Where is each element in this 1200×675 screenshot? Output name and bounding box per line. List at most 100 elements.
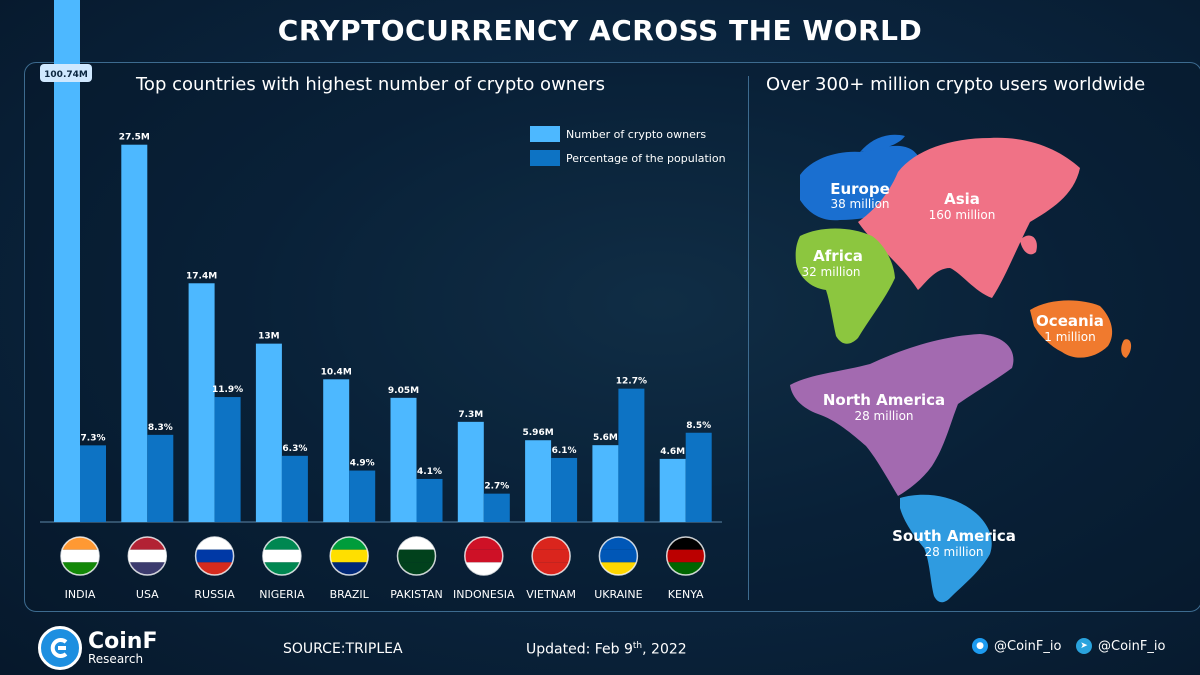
bar-owners-usa (121, 144, 148, 522)
data-label-owners-usa: 27.5M (119, 133, 150, 143)
map-oceania (1030, 300, 1132, 358)
tick-label-indonesia: INDONESIA (453, 588, 515, 601)
region-value-asia: 160 million (929, 208, 996, 222)
bar-percentage-nigeria (281, 455, 308, 522)
tick-label-nigeria: NIGERIA (259, 588, 305, 601)
tick-label-russia: RUSSIA (194, 588, 235, 601)
bar-percentage-russia (214, 397, 241, 522)
map-south-america (900, 494, 992, 603)
data-label-owners-brazil: 10.4M (321, 367, 352, 377)
data-label-percentage-brazil: 4.9% (350, 459, 375, 469)
data-label-percentage-indonesia: 2.7% (484, 482, 509, 492)
tick-label-kenya: KENYA (668, 588, 704, 601)
flag-ring-brazil (329, 536, 369, 576)
bar-percentage-vietnam (551, 457, 578, 522)
tick-label-pakistan: PAKISTAN (390, 588, 443, 601)
logo-subtitle: Research (88, 652, 144, 666)
region-value-europe: 38 million (830, 197, 889, 211)
bar-owners-india (54, 0, 80, 522)
updated-date: Updated: Feb 9th, 2022 (526, 641, 687, 658)
data-label-percentage-russia: 11.9% (212, 385, 243, 395)
twitter-icon: ● (972, 638, 988, 654)
flag-ring-india (60, 536, 100, 576)
flag-ring-russia (194, 536, 235, 576)
bar-owners-kenya (659, 458, 686, 522)
legend-item-owners: Number of crypto owners (530, 122, 726, 146)
flag-ring-nigeria (262, 536, 302, 576)
tick-label-usa: USA (136, 588, 159, 601)
legend-label-owners: Number of crypto owners (566, 127, 707, 141)
bar-percentage-pakistan (416, 478, 443, 522)
region-label-asia: Asia (944, 190, 980, 208)
flag-ring-pakistan (396, 536, 437, 576)
telegram-handle[interactable]: ➤ @CoinF_io (1076, 638, 1165, 654)
legend-label-percentage: Percentage of the population (566, 151, 726, 165)
map-north-america (790, 334, 1014, 496)
data-label-owners-ukraine: 5.6M (593, 433, 618, 443)
map-africa (795, 228, 895, 344)
flag-ring-usa (127, 536, 168, 576)
legend-item-percentage: Percentage of the population (530, 146, 726, 170)
page-title: CRYPTOCURRENCY ACROSS THE WORLD (277, 14, 923, 47)
tick-label-brazil: BRAZIL (330, 588, 370, 601)
coinf-logo-icon (38, 626, 82, 670)
data-label-owners-vietnam: 5.96M (523, 428, 554, 438)
region-label-europe: Europe (830, 180, 890, 198)
region-label-north-america: North America (823, 391, 945, 409)
twitter-handle-text: @CoinF_io (994, 638, 1062, 654)
bar-percentage-india (80, 445, 106, 522)
data-label-percentage-pakistan: 4.1% (417, 467, 442, 477)
data-label-owners-indonesia: 7.3M (458, 410, 483, 420)
bar-percentage-brazil (349, 470, 376, 522)
region-value-north-america: 28 million (854, 409, 913, 423)
bar-owners-ukraine (592, 445, 619, 522)
bar-owners-pakistan (390, 397, 417, 522)
data-label-percentage-usa: 8.3% (148, 423, 173, 433)
legend-swatch-percentage (530, 150, 560, 166)
region-label-oceania: Oceania (1036, 312, 1104, 330)
region-label-south-america: South America (892, 527, 1016, 545)
logo-name: CoinF (88, 629, 158, 654)
data-label-owners-kenya: 4.6M (660, 447, 685, 457)
data-label-percentage-india: 7.3% (81, 433, 106, 443)
map-subtitle: Over 300+ million crypto users worldwide (766, 74, 1146, 95)
flag-ring-indonesia (464, 536, 504, 576)
source-text: SOURCE:TRIPLEA (283, 641, 403, 657)
bar-owners-russia (188, 283, 215, 522)
coinf-logo: CoinF Research (38, 626, 158, 670)
tick-label-ukraine: UKRAINE (594, 588, 642, 601)
legend-swatch-owners (530, 126, 560, 142)
bar-owners-brazil (323, 379, 350, 522)
bar-percentage-ukraine (618, 388, 645, 522)
region-label-africa: Africa (813, 247, 863, 265)
data-label-percentage-vietnam: 6.1% (552, 446, 577, 456)
bar-owners-nigeria (255, 343, 282, 522)
data-label-percentage-nigeria: 6.3% (282, 444, 307, 454)
data-label-percentage-kenya: 8.5% (686, 421, 711, 431)
data-label-owners-russia: 17.4M (186, 271, 217, 281)
panel-divider (748, 76, 749, 600)
data-label-owners-india: 100.74M (44, 70, 88, 80)
bar-percentage-kenya (685, 432, 712, 522)
bar-percentage-indonesia (483, 493, 510, 522)
flag-ring-kenya (665, 536, 706, 576)
data-label-percentage-ukraine: 12.7% (616, 377, 647, 387)
map-asia (858, 137, 1080, 298)
flag-ring-vietnam (531, 536, 571, 576)
region-value-oceania: 1 million (1044, 330, 1095, 344)
telegram-icon: ➤ (1076, 638, 1092, 654)
data-label-bg-india (40, 64, 92, 82)
bar-chart: 100.74M 7.3% INDIA 27.5M 8.3% USA 17.4M 11.9% RU… (40, 0, 722, 601)
twitter-handle[interactable]: ● @CoinF_io (972, 638, 1061, 654)
data-label-owners-nigeria: 13M (258, 332, 280, 342)
bar-owners-indonesia (457, 421, 484, 522)
chart-subtitle: Top countries with highest number of cry… (136, 74, 606, 95)
chart-legend: Number of crypto owners Percentage of th… (530, 122, 726, 170)
telegram-handle-text: @CoinF_io (1098, 638, 1166, 654)
tick-label-vietnam: VIETNAM (526, 588, 576, 601)
region-value-south-america: 28 million (924, 545, 983, 559)
data-label-owners-pakistan: 9.05M (388, 386, 419, 396)
tick-label-india: INDIA (65, 588, 96, 601)
bar-owners-vietnam (525, 440, 552, 522)
